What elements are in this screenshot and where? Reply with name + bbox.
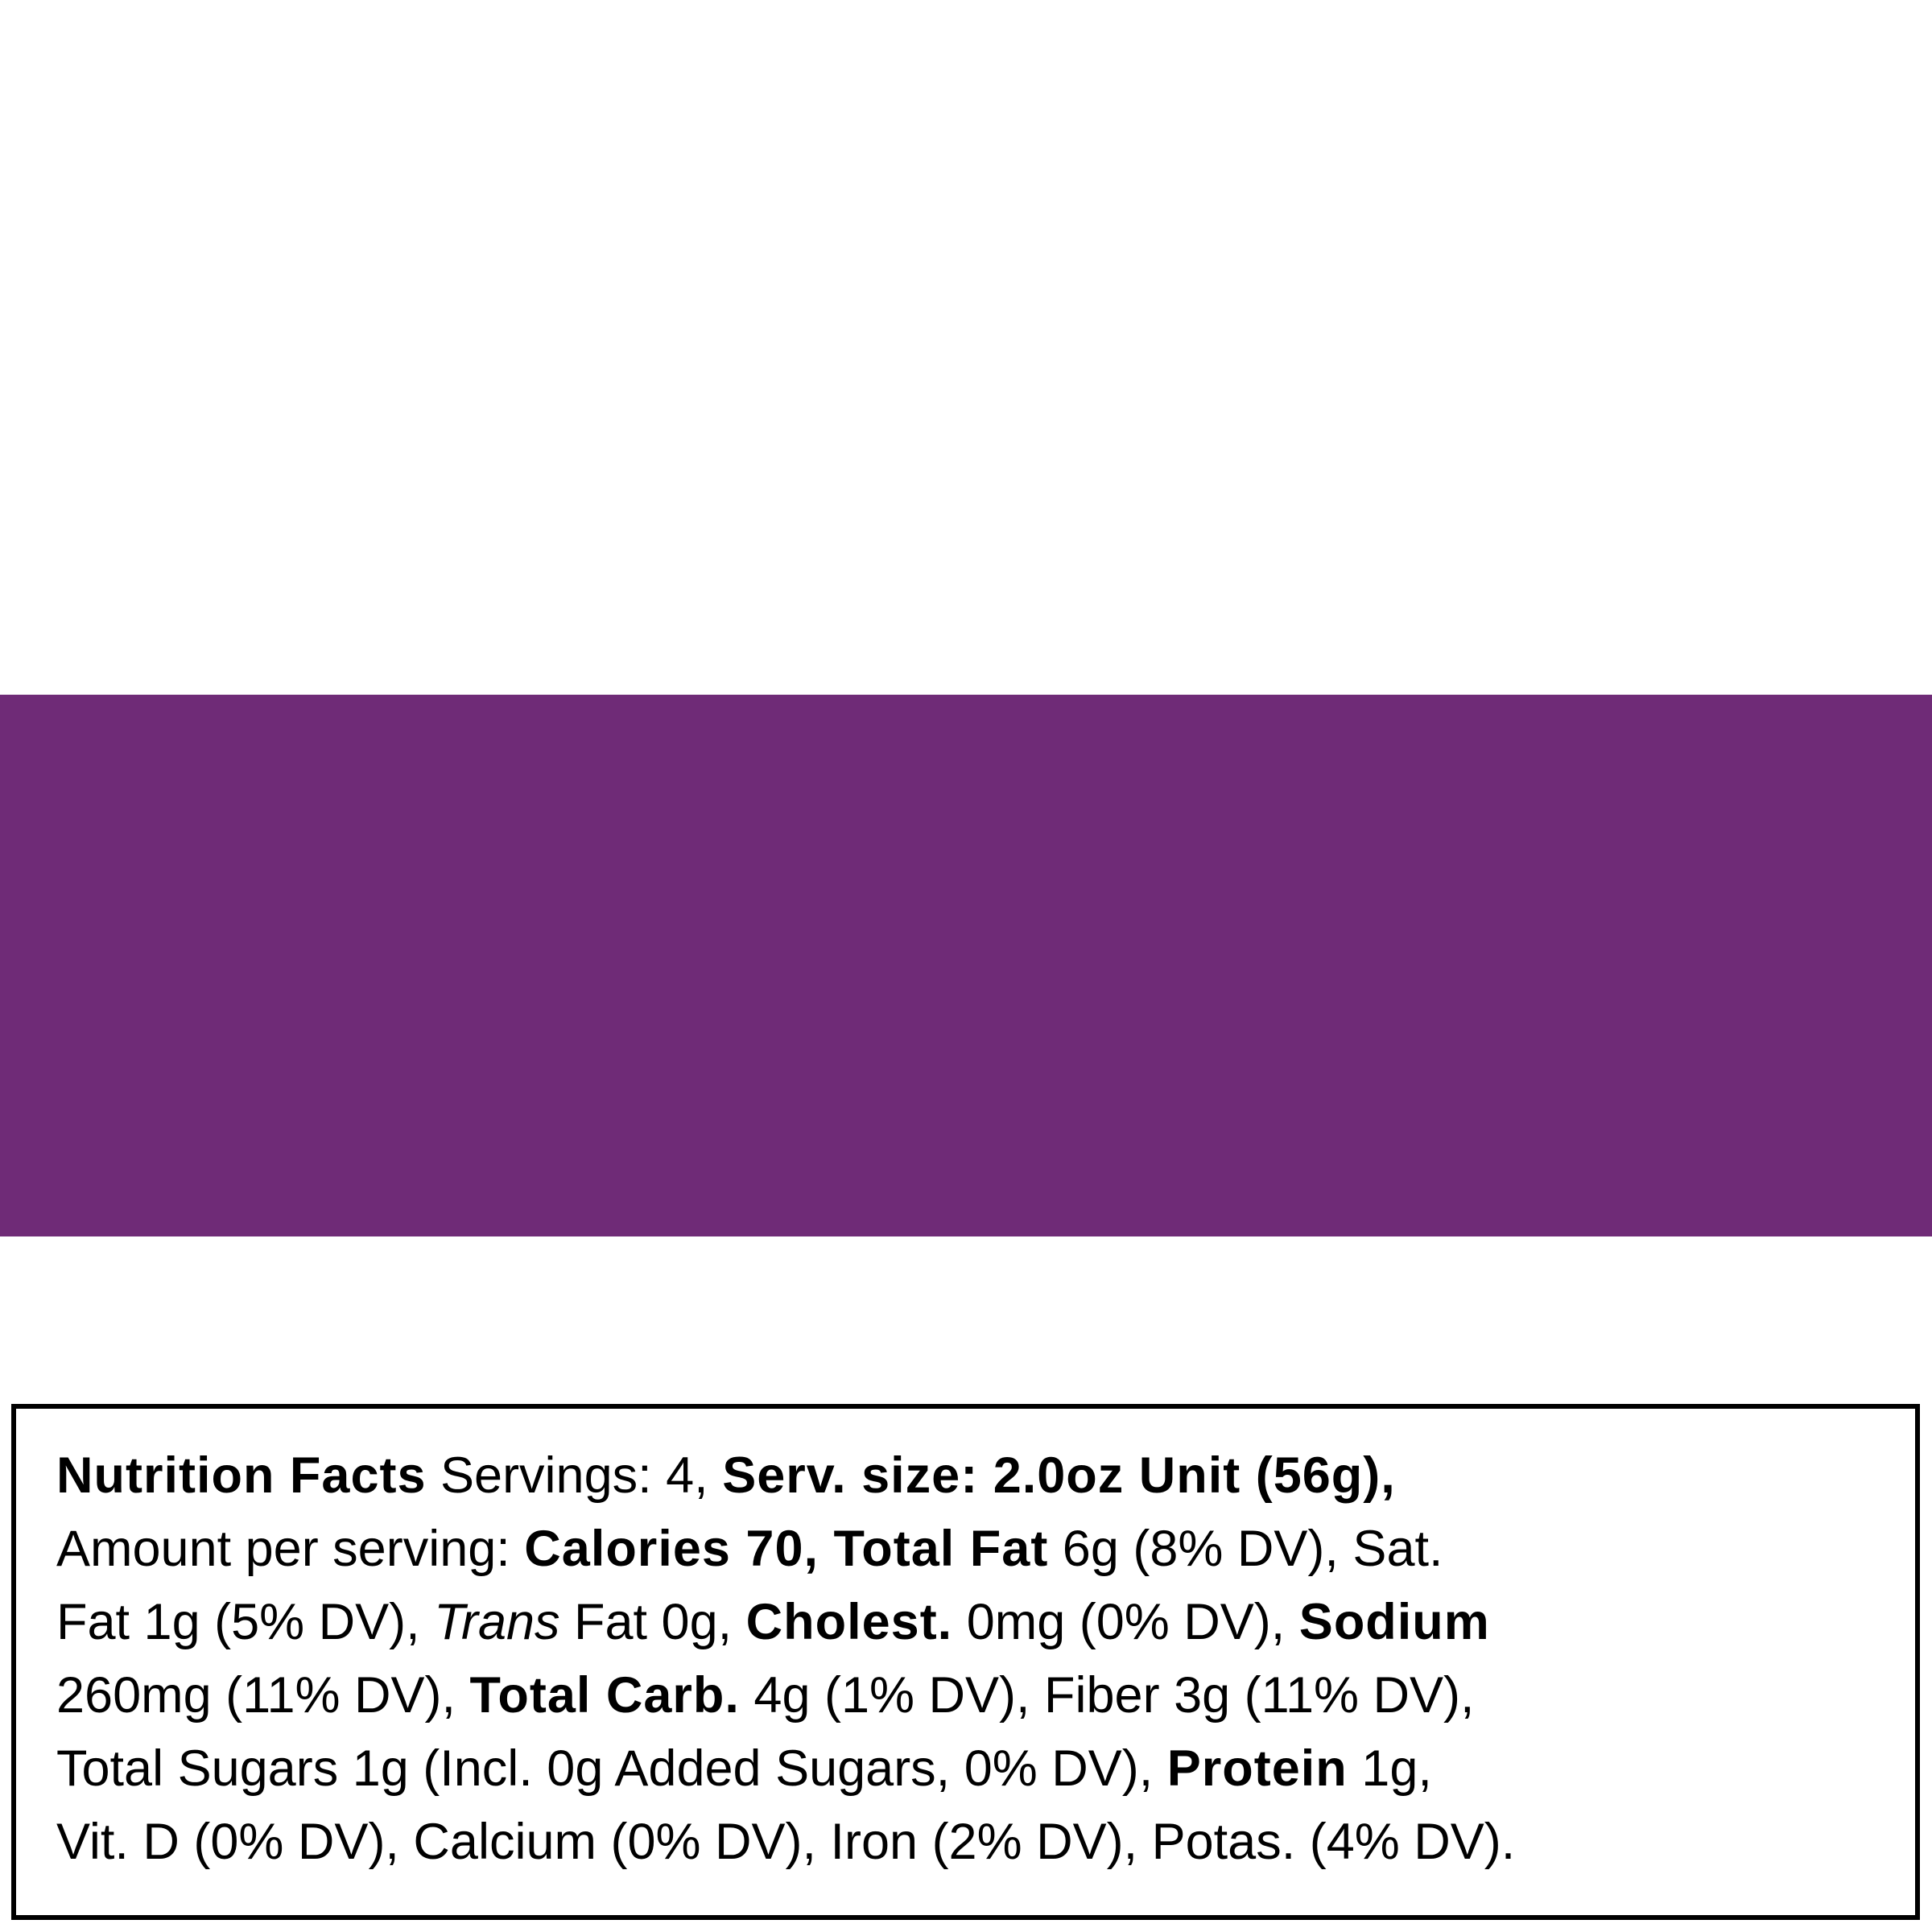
nutrient-heading: Cholest. — [745, 1594, 953, 1650]
label-line: Nutrition Facts Servings: 4, Serv. size:… — [56, 1439, 1515, 1513]
nutrition-facts-panel: Nutrition Facts Servings: 4, Serv. size:… — [11, 1404, 1920, 1920]
label-line: Fat 1g (5% DV), Trans Fat 0g, Cholest. 0… — [56, 1586, 1515, 1659]
nutrient-heading: Sodium — [1298, 1594, 1490, 1650]
nutrient-value: Fat 1g (5% DV), — [56, 1594, 435, 1650]
nutrient-value: Total Sugars 1g (Incl. 0g Added Sugars, … — [56, 1740, 1167, 1797]
nutrition-facts-text: Nutrition Facts Servings: 4, Serv. size:… — [56, 1439, 1515, 1879]
label-line: Vit. D (0% DV), Calcium (0% DV), Iron (2… — [56, 1806, 1515, 1879]
nutrient-value: 1g, — [1347, 1740, 1432, 1797]
nutrient-value: Fat 0g, — [559, 1594, 746, 1650]
nutrient-heading: Nutrition Facts — [56, 1447, 427, 1504]
label-frame: Nutrition Facts Servings: 4, Serv. size:… — [0, 695, 1932, 1920]
nutrient-value: 4g (1% DV), Fiber 3g (11% DV), — [739, 1667, 1475, 1724]
label-line: Total Sugars 1g (Incl. 0g Added Sugars, … — [56, 1732, 1515, 1806]
nutrient-value: Vit. D (0% DV), Calcium (0% DV), Iron (2… — [56, 1814, 1516, 1870]
nutrient-value: 260mg (11% DV), — [56, 1667, 470, 1724]
nutrient-heading: Calories 70, Total Fat — [524, 1521, 1049, 1577]
nutrient-heading: Serv. size: 2.0oz Unit (56g), — [722, 1447, 1396, 1504]
label-line: 260mg (11% DV), Total Carb. 4g (1% DV), … — [56, 1659, 1515, 1732]
nutrient-value: 0mg (0% DV), — [952, 1594, 1299, 1650]
nutrient-value: Servings: 4, — [426, 1447, 723, 1504]
nutrient-value: 6g (8% DV), Sat. — [1048, 1521, 1443, 1577]
nutrient-value: Amount per serving: — [56, 1521, 525, 1577]
italic-term: Trans — [434, 1594, 560, 1650]
nutrient-heading: Total Carb. — [469, 1667, 740, 1724]
label-line: Amount per serving: Calories 70, Total F… — [56, 1513, 1515, 1586]
nutrient-heading: Protein — [1166, 1740, 1348, 1797]
